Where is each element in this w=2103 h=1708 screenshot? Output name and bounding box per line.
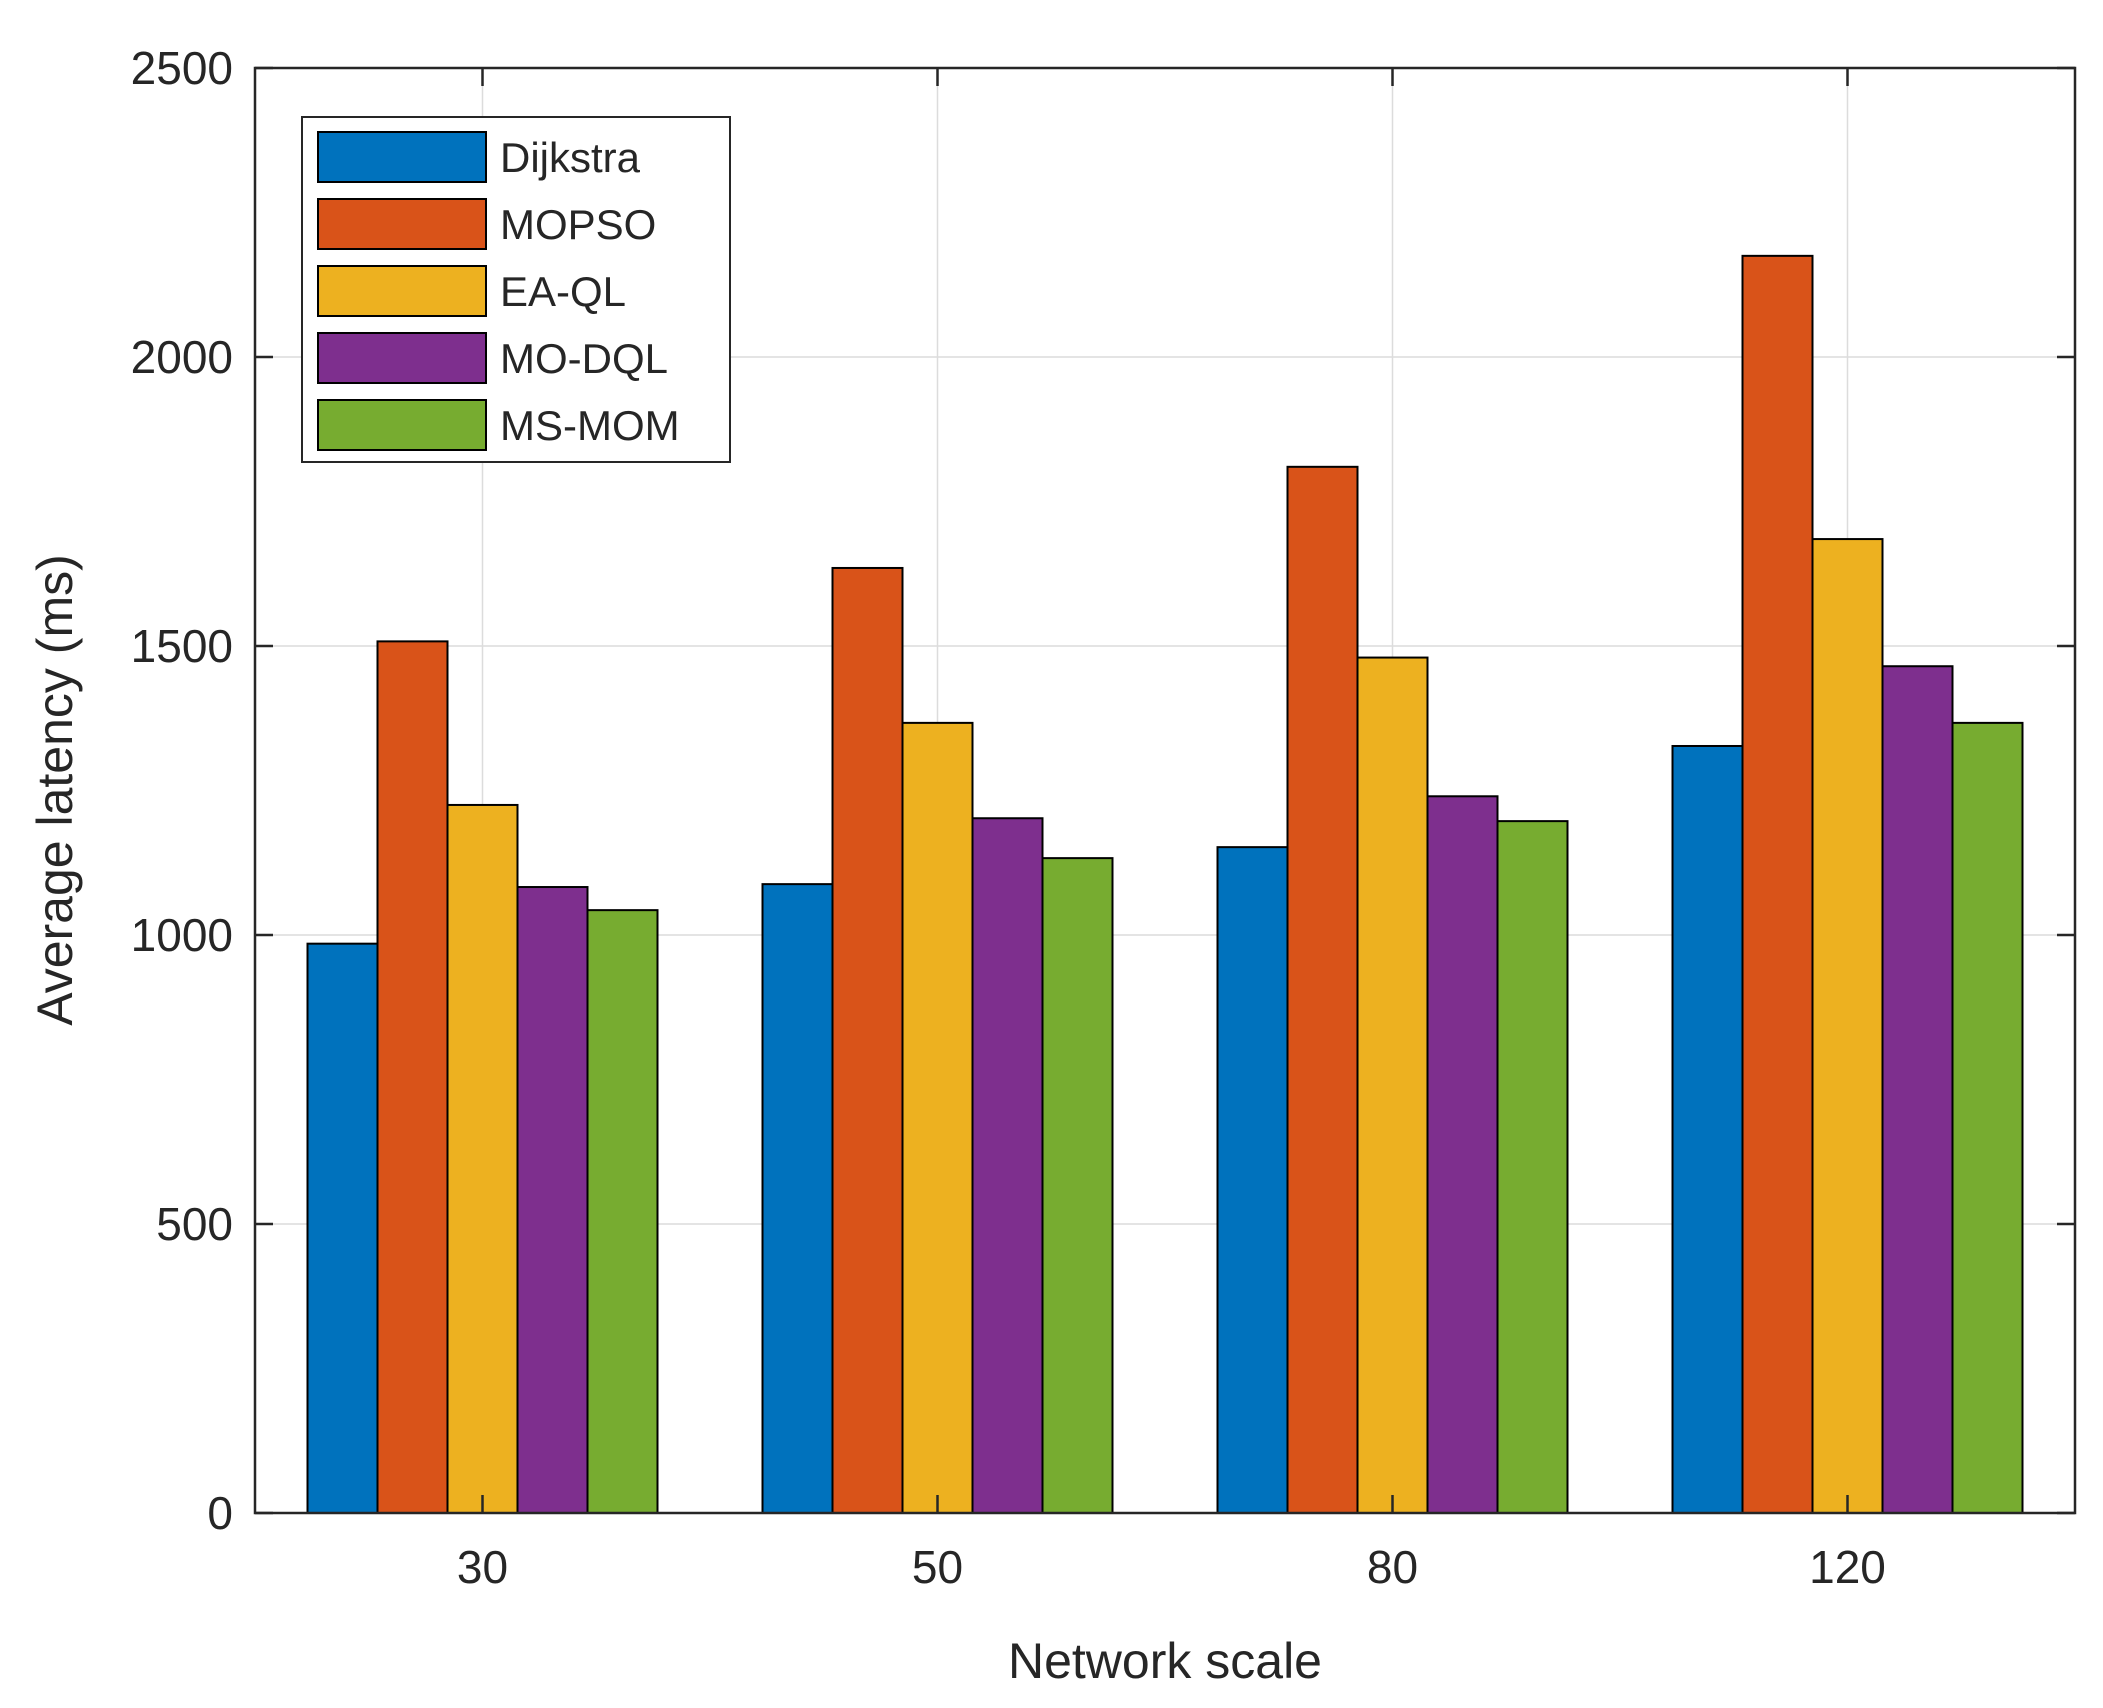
bar-ms-mom-50 xyxy=(1041,857,1114,1514)
legend-swatch xyxy=(317,131,487,183)
bar-ea-ql-120 xyxy=(1811,538,1884,1514)
bar-mopso-120 xyxy=(1741,254,1814,1515)
y-tick-labels: 0 500 1000 1500 2000 2500 xyxy=(131,42,233,1539)
bar-dijkstra-30 xyxy=(306,942,379,1514)
x-tick-label: 30 xyxy=(457,1541,508,1593)
bar-dijkstra-80 xyxy=(1216,846,1289,1514)
x-tick-labels: 30 50 80 120 xyxy=(457,1541,1886,1593)
x-tick-label: 50 xyxy=(912,1541,963,1593)
bars xyxy=(306,254,2024,1515)
x-axis-label: Network scale xyxy=(1008,1633,1322,1689)
legend-swatch xyxy=(317,399,487,451)
legend-label: MOPSO xyxy=(500,201,656,248)
bar-ea-ql-50 xyxy=(901,721,974,1514)
legend-swatch xyxy=(317,198,487,250)
y-tick-label: 2000 xyxy=(131,331,233,383)
bar-mo-dql-120 xyxy=(1881,665,1954,1514)
bar-mopso-30 xyxy=(376,640,449,1514)
x-tick-label: 80 xyxy=(1367,1541,1418,1593)
bar-ms-mom-80 xyxy=(1496,820,1569,1514)
bar-dijkstra-50 xyxy=(761,883,834,1514)
y-tick-label: 1500 xyxy=(131,620,233,672)
plot-frame xyxy=(253,66,2077,1515)
y-tick-label: 500 xyxy=(156,1198,233,1250)
bar-dijkstra-120 xyxy=(1671,744,1744,1514)
bar-mo-dql-80 xyxy=(1426,795,1499,1514)
bar-ea-ql-30 xyxy=(446,803,519,1514)
legend-swatch xyxy=(317,265,487,317)
legend-label: MS-MOM xyxy=(500,402,680,449)
bar-mo-dql-50 xyxy=(971,817,1044,1514)
bar-ms-mom-120 xyxy=(1951,721,2024,1514)
bar-mopso-50 xyxy=(831,566,904,1514)
y-tick-label: 1000 xyxy=(131,909,233,961)
axis-ticks xyxy=(255,66,2075,1515)
legend-label: MO-DQL xyxy=(500,335,668,382)
bar-mopso-80 xyxy=(1286,465,1359,1515)
bar-ms-mom-30 xyxy=(586,909,659,1514)
y-tick-label: 2500 xyxy=(131,42,233,94)
legend-label: Dijkstra xyxy=(500,134,641,181)
bar-mo-dql-30 xyxy=(516,886,589,1514)
bar-ea-ql-80 xyxy=(1356,656,1429,1514)
y-tick-label: 0 xyxy=(207,1487,233,1539)
legend: Dijkstra MOPSO EA-QL MO-DQL MS-MOM xyxy=(301,116,731,463)
x-tick-label: 120 xyxy=(1809,1541,1886,1593)
legend-swatch xyxy=(317,332,487,384)
y-axis-label: Average latency (ms) xyxy=(27,554,83,1025)
legend-label: EA-QL xyxy=(500,268,626,315)
